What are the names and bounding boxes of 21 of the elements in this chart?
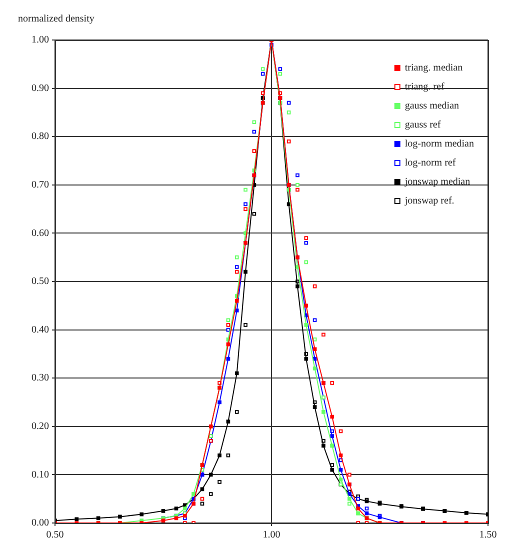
y-tick-label: 0.30	[32, 372, 49, 384]
y-tick-label: 0.20	[32, 421, 49, 432]
y-tick-label: 0.80	[32, 131, 49, 142]
legend-label: jonswap ref.	[404, 196, 454, 207]
legend-label: log-norm median	[404, 138, 474, 150]
legend-label: log-norm ref	[404, 158, 456, 169]
y-tick-label: 0.70	[32, 180, 49, 191]
y-tick-label: 0.50	[32, 276, 49, 288]
y-tick-label: 0.60	[32, 228, 49, 239]
y-tick-label: 0.40	[32, 324, 49, 336]
legend-label: triang. median	[404, 62, 463, 74]
x-tick-label: 1.00	[262, 530, 280, 540]
legend-label: gauss ref	[404, 120, 442, 131]
x-tick-label: 1.50	[479, 530, 497, 540]
y-tick-label: 0.00	[32, 518, 49, 529]
y-axis-title: normalized density	[18, 14, 94, 25]
legend-label: gauss median	[404, 100, 460, 112]
x-tick-label: 0.50	[46, 530, 64, 540]
y-tick-label: 0.10	[32, 469, 49, 480]
y-tick-label: 1.00	[32, 34, 49, 46]
y-tick-label: 0.90	[32, 82, 49, 94]
